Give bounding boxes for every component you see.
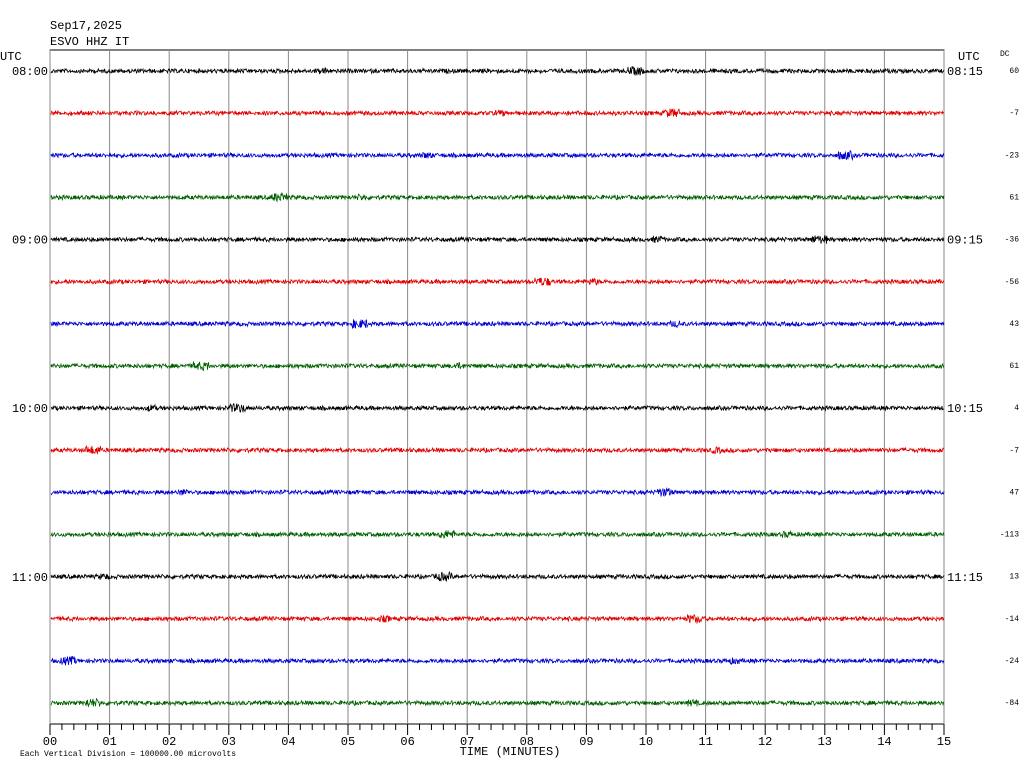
trace — [50, 361, 945, 372]
x-tick-label: 00 — [43, 735, 57, 749]
row-label-right: 11:15 — [947, 571, 983, 585]
x-tick-label: 13 — [818, 735, 832, 749]
left-axis-label: UTC — [0, 50, 22, 64]
dc-offset: 47 — [1009, 488, 1019, 497]
dc-offset: -23 — [1005, 151, 1020, 160]
row-label-right: 09:15 — [947, 234, 983, 248]
dc-offset: -7 — [1009, 109, 1019, 118]
trace — [50, 108, 945, 118]
row-label-left: 10:00 — [12, 402, 48, 416]
x-tick-label: 12 — [758, 735, 772, 749]
x-tick-label: 03 — [222, 735, 236, 749]
trace — [50, 487, 945, 498]
trace — [50, 656, 945, 666]
dc-offset: 60 — [1009, 67, 1019, 76]
x-tick-label: 01 — [102, 735, 116, 749]
trace — [50, 65, 945, 76]
title: Sep17,2025 — [50, 19, 122, 33]
trace — [50, 571, 945, 582]
x-tick-label: 10 — [639, 735, 653, 749]
dc-label: DC — [1000, 50, 1010, 59]
x-tick-label: 05 — [341, 735, 355, 749]
trace — [50, 613, 945, 625]
trace — [50, 697, 945, 708]
footnote: Each Vertical Division = 100000.00 micro… — [20, 750, 236, 759]
subtitle: ESVO HHZ IT — [50, 35, 129, 49]
trace — [50, 319, 945, 330]
dc-offset: -84 — [1005, 699, 1020, 708]
x-tick-label: 02 — [162, 735, 176, 749]
row-label-left: 09:00 — [12, 234, 48, 248]
x-tick-label: 08 — [520, 735, 534, 749]
x-tick-label: 04 — [281, 735, 295, 749]
dc-offset: -56 — [1005, 278, 1020, 287]
trace — [51, 403, 945, 413]
right-axis-label: UTC — [958, 50, 980, 64]
dc-offset: -113 — [1000, 531, 1019, 540]
x-tick-label: 07 — [460, 735, 474, 749]
dc-offset: -7 — [1009, 446, 1019, 455]
trace — [50, 444, 945, 455]
trace — [50, 191, 945, 203]
x-tick-label: 06 — [400, 735, 414, 749]
trace — [50, 150, 945, 162]
dc-offset: -14 — [1005, 615, 1020, 624]
row-label-left: 11:00 — [12, 571, 48, 585]
dc-offset: 13 — [1009, 573, 1019, 582]
dc-offset: 61 — [1009, 362, 1019, 371]
trace — [50, 235, 945, 244]
x-tick-label: 14 — [877, 735, 891, 749]
x-axis-label: TIME (MINUTES) — [460, 745, 561, 759]
dc-offset: 43 — [1009, 320, 1019, 329]
x-tick-label: 09 — [579, 735, 593, 749]
dc-offset: 61 — [1009, 194, 1019, 203]
row-label-left: 08:00 — [12, 65, 48, 79]
dc-offset: -36 — [1005, 236, 1020, 245]
row-label-right: 10:15 — [947, 402, 983, 416]
dc-offset: 4 — [1014, 404, 1019, 413]
trace — [50, 277, 945, 286]
x-tick-label: 15 — [937, 735, 951, 749]
x-tick-label: 11 — [698, 735, 712, 749]
trace — [50, 529, 945, 539]
dc-offset: -24 — [1005, 657, 1020, 666]
row-label-right: 08:15 — [947, 65, 983, 79]
